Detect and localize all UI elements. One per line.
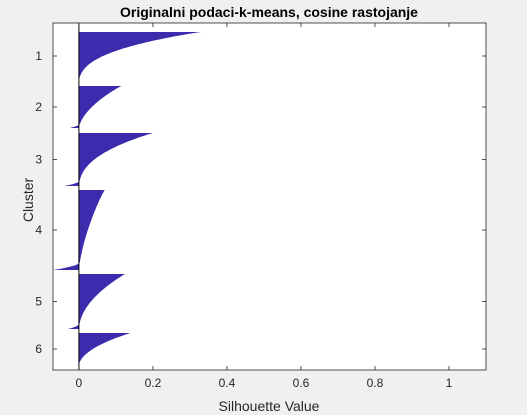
y-axis-ticks: 1 2 3 4 5 6 [35, 49, 486, 356]
x-tick-label: 0.8 [367, 376, 384, 390]
y-tick-label-4: 4 [35, 223, 42, 237]
cluster-5-silhouette-bar [67, 274, 126, 329]
x-axis-ticks: 0 0.2 0.4 0.6 0.8 1 [76, 23, 453, 390]
cluster-1-silhouette-bar [78, 32, 201, 80]
y-tick-label-1: 1 [35, 49, 42, 63]
x-tick-label: 0.4 [219, 376, 236, 390]
cluster-3-silhouette-bar [64, 133, 153, 186]
plot-frame [52, 22, 487, 371]
plot-area [53, 23, 486, 370]
y-axis-label: Cluster [20, 177, 36, 222]
y-tick-label-2: 2 [35, 100, 42, 114]
x-axis-label: Silhouette Value [219, 398, 320, 414]
y-tick-label-5: 5 [35, 295, 42, 309]
x-tick-label: 1 [446, 376, 453, 390]
y-tick-label-3: 3 [35, 153, 42, 167]
cluster-6-silhouette-bar [78, 333, 131, 365]
x-tick-label: 0.6 [293, 376, 310, 390]
x-tick-label: 0 [76, 376, 83, 390]
cluster-2-silhouette-bar [69, 86, 122, 128]
chart-title: Originalni podaci-k-means, cosine rastoj… [120, 4, 418, 20]
x-tick-label: 0.2 [145, 376, 162, 390]
y-tick-label-6: 6 [35, 342, 42, 356]
